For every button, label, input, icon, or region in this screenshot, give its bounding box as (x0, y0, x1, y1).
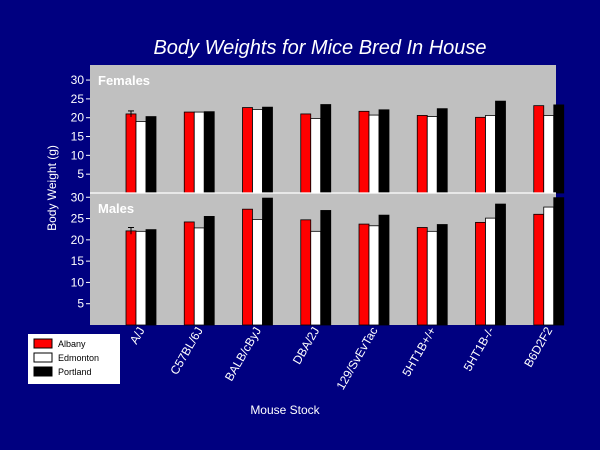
legend-label: Edmonton (58, 353, 99, 363)
legend-label: Albany (58, 339, 86, 349)
bar (145, 229, 157, 326)
bar (145, 116, 157, 194)
bar (378, 109, 390, 194)
bar (416, 227, 428, 326)
bar (553, 104, 565, 194)
bar (320, 210, 332, 326)
bar (426, 116, 438, 194)
bar (125, 113, 137, 194)
bar (533, 105, 545, 194)
bar (475, 221, 486, 326)
bar (300, 219, 312, 326)
y-tick-label: 15 (71, 130, 85, 144)
bar (553, 197, 565, 326)
bar (436, 108, 448, 194)
bar (135, 230, 147, 326)
bar (426, 230, 438, 326)
y-tick-label: 5 (77, 167, 84, 181)
y-tick-label: 25 (71, 212, 85, 226)
panel-label: Males (98, 201, 134, 216)
bar (203, 111, 215, 194)
bar (242, 208, 253, 326)
y-tick-label: 20 (71, 111, 85, 125)
bar (320, 104, 332, 194)
bar (183, 111, 195, 194)
y-tick-label: 10 (71, 275, 85, 289)
bar (252, 109, 263, 194)
bar (543, 206, 555, 326)
legend-swatch (33, 366, 53, 377)
bar (368, 225, 380, 326)
chart-title: Body Weights for Mice Bred In House (153, 37, 486, 59)
bar (310, 230, 322, 326)
bar (300, 113, 312, 194)
bar (252, 218, 263, 326)
bar (125, 230, 137, 326)
y-tick-label: 25 (71, 92, 85, 106)
y-tick-label: 20 (71, 233, 85, 247)
y-tick-label: 10 (71, 148, 85, 162)
x-axis-label: Mouse Stock (250, 403, 320, 417)
legend-label: Portland (58, 367, 92, 377)
bar (533, 213, 545, 326)
y-tick-label: 5 (77, 297, 84, 311)
bar (543, 115, 555, 194)
legend: Albany Edmonton Portland (28, 334, 120, 384)
bar (358, 223, 370, 326)
bar (203, 216, 215, 326)
panel-label: Females (98, 73, 150, 88)
bar (416, 115, 428, 194)
bar (485, 217, 496, 326)
panel-females: Females 5 10 15 20 25 30 (71, 65, 565, 194)
bar (262, 106, 273, 194)
y-tick-label: 30 (71, 73, 85, 87)
y-axis-label: Body Weight (g) (45, 145, 59, 231)
bar (485, 115, 496, 194)
bar (183, 221, 195, 326)
bar (378, 214, 390, 326)
bar (262, 197, 273, 326)
bar (495, 203, 506, 326)
y-tick-label: 30 (71, 190, 85, 204)
bar (495, 100, 506, 194)
y-tick-label: 15 (71, 254, 85, 268)
bar (436, 224, 448, 326)
legend-swatch (33, 338, 53, 349)
bar (475, 116, 486, 194)
legend-swatch (33, 352, 53, 363)
bar (193, 111, 205, 194)
bar (310, 118, 322, 194)
bar (135, 121, 147, 194)
panel-males: Males 5 10 15 20 25 30 (71, 190, 565, 326)
bar (358, 110, 370, 194)
bar (242, 107, 253, 194)
bar (193, 227, 205, 326)
bar (368, 114, 380, 194)
